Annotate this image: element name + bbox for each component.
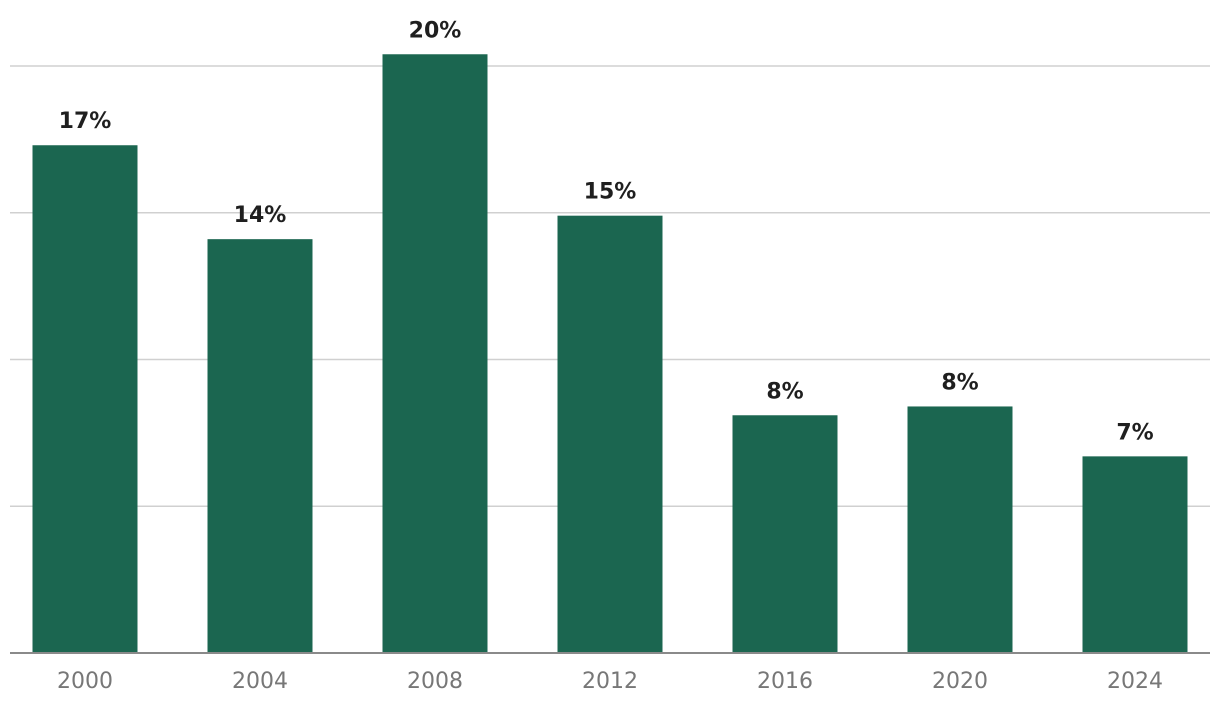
bar-2012[interactable] xyxy=(557,215,663,653)
x-tick-label-2000: 2000 xyxy=(57,669,113,694)
x-tick-label-2004: 2004 xyxy=(232,669,288,694)
x-axis-ticks: 2000 2004 2008 2012 2016 2020 2024 xyxy=(57,669,1163,694)
data-labels: 17% 14% 20% 15% 8% 8% 7% xyxy=(59,18,1154,445)
bar-2020[interactable] xyxy=(907,406,1013,653)
data-label-2020: 8% xyxy=(941,370,978,395)
bar-2000[interactable] xyxy=(32,145,138,653)
data-label-2000: 17% xyxy=(59,109,112,134)
bars xyxy=(32,54,1188,654)
data-label-2008: 20% xyxy=(409,18,462,43)
data-label-2012: 15% xyxy=(584,180,637,205)
x-tick-label-2008: 2008 xyxy=(407,669,463,694)
x-tick-label-2024: 2024 xyxy=(1107,669,1163,694)
bar-2004[interactable] xyxy=(207,239,313,654)
data-label-2004: 14% xyxy=(234,203,287,228)
bar-2016[interactable] xyxy=(732,415,838,653)
bar-2024[interactable] xyxy=(1082,456,1188,653)
data-label-2016: 8% xyxy=(766,379,803,404)
x-tick-label-2016: 2016 xyxy=(757,669,813,694)
data-label-2024: 7% xyxy=(1116,420,1153,445)
x-tick-label-2012: 2012 xyxy=(582,669,638,694)
bar-2008[interactable] xyxy=(382,54,488,653)
x-tick-label-2020: 2020 xyxy=(932,669,988,694)
